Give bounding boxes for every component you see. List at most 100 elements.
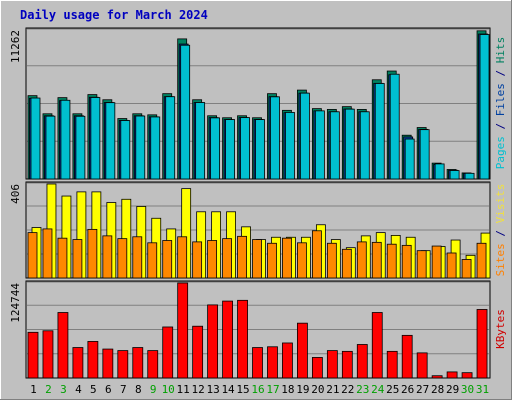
- bar-kbytes-day-5: [87, 341, 99, 379]
- series-label-kbytes: KBytes: [494, 309, 507, 349]
- bar-sites-day-12: [192, 241, 203, 279]
- bar-sites-day-28: [431, 245, 442, 279]
- bar-sites-day-11: [177, 236, 188, 279]
- bar-kbytes-day-17: [267, 346, 278, 379]
- bar-sites-day-19: [297, 242, 307, 279]
- bar-sites-day-16: [252, 239, 262, 279]
- panel-kbytes: 124744 KBytes: [9, 280, 507, 379]
- x-tick-label-day: 22: [341, 383, 354, 396]
- bar-pages-day-28: [434, 163, 445, 180]
- bar-kbytes-day-6: [102, 348, 114, 379]
- bars-kbytes: [27, 282, 488, 379]
- bars-hits: [27, 30, 490, 180]
- bar-kbytes-day-22: [341, 350, 353, 379]
- bar-kbytes-day-28: [431, 375, 443, 379]
- bar-sites-day-14: [222, 238, 232, 279]
- bar-kbytes-day-23: [356, 344, 368, 379]
- bar-sites-day-6: [102, 235, 113, 279]
- bar-pages-day-10: [165, 96, 176, 180]
- bar-kbytes-day-21: [326, 350, 338, 379]
- bar-pages-day-19: [300, 92, 310, 180]
- bars-visits: [27, 183, 491, 279]
- series-label-part: Visits: [494, 184, 507, 224]
- x-tick-label-day: 11: [177, 383, 190, 396]
- bar-kbytes-day-18: [282, 342, 293, 379]
- bar-pages-day-26: [404, 138, 415, 180]
- bar-pages-day-1: [30, 97, 41, 180]
- bar-kbytes-day-26: [401, 334, 413, 379]
- y-max-label-hits: 11262: [9, 30, 22, 63]
- bar-kbytes-day-25: [386, 350, 398, 379]
- bar-kbytes-day-15: [237, 299, 248, 379]
- bar-pages-day-8: [135, 115, 146, 180]
- bar-pages-day-25: [389, 73, 400, 180]
- bar-sites-day-25: [386, 243, 397, 279]
- x-tick-label-day: 6: [105, 383, 112, 396]
- x-tick-label-day: 5: [90, 383, 97, 396]
- x-tick-label-day: 16: [251, 383, 264, 396]
- bar-sites-day-13: [207, 240, 218, 279]
- x-tick-label-day: 9: [150, 383, 157, 396]
- x-tick-label-day: 28: [431, 383, 444, 396]
- x-tick-label-day: 29: [446, 383, 459, 396]
- x-tick-label-day: 19: [296, 383, 309, 396]
- bar-pages-day-21: [329, 111, 340, 180]
- x-tick-label-day: 14: [221, 383, 235, 396]
- bar-sites-day-22: [341, 248, 352, 279]
- bar-sites-day-2: [42, 228, 53, 279]
- bar-pages-day-18: [285, 112, 295, 180]
- bar-sites-day-24: [371, 241, 382, 279]
- bar-kbytes-day-19: [297, 322, 308, 379]
- y-max-label-kbytes: 124744: [9, 283, 22, 323]
- bar-pages-day-4: [75, 115, 86, 180]
- x-tick-label-day: 30: [461, 383, 474, 396]
- x-tick-label-day: 20: [311, 383, 324, 396]
- bar-kbytes-day-20: [311, 357, 323, 379]
- bar-kbytes-day-3: [57, 312, 69, 379]
- bar-sites-day-7: [117, 238, 128, 279]
- bar-pages-day-20: [314, 110, 325, 180]
- bar-kbytes-day-2: [42, 330, 54, 379]
- chart-title: Daily usage for March 2024: [20, 8, 208, 22]
- bar-sites-day-3: [57, 237, 68, 279]
- x-tick-label-day: 8: [135, 383, 142, 396]
- series-label-part: KBytes: [494, 309, 507, 349]
- bar-pages-day-27: [419, 129, 430, 180]
- x-tick-label-day: 7: [120, 383, 127, 396]
- bar-pages-day-13: [210, 117, 221, 180]
- x-tick-label-day: 17: [266, 383, 279, 396]
- series-label-part: /: [494, 63, 507, 83]
- panel-hits: 11262 Pages / Files / Hits: [9, 27, 507, 180]
- bar-kbytes-day-13: [207, 304, 219, 379]
- y-max-label-visits: 406: [9, 184, 22, 204]
- x-tick-label-day: 26: [401, 383, 414, 396]
- x-tick-label-day: 4: [75, 383, 82, 396]
- bar-sites-day-1: [27, 232, 38, 279]
- bar-pages-day-15: [240, 117, 250, 180]
- bar-sites-day-21: [326, 242, 337, 279]
- bar-sites-day-8: [132, 236, 143, 279]
- bar-kbytes-day-29: [446, 371, 458, 379]
- bar-sites-day-29: [446, 252, 457, 279]
- bar-kbytes-day-4: [72, 347, 84, 379]
- x-tick-label-day: 27: [416, 383, 429, 396]
- x-tick-label-day: 31: [476, 383, 489, 396]
- bar-pages-day-16: [255, 119, 265, 180]
- x-tick-label-day: 21: [326, 383, 339, 396]
- x-tick-label-day: 25: [386, 383, 399, 396]
- x-axis-day-labels: 1 2 3 4 5 6 7 8 9 10 11 12 13 14 15 16 17 18 19 20 21 22 23 24 2…: [30, 383, 489, 396]
- bar-sites-day-15: [237, 235, 247, 279]
- x-tick-label-day: 13: [206, 383, 219, 396]
- bar-pages-day-29: [449, 170, 460, 180]
- bar-kbytes-day-16: [252, 347, 263, 379]
- bar-sites-day-10: [162, 240, 173, 279]
- bar-kbytes-day-9: [147, 350, 159, 379]
- bar-kbytes-day-24: [371, 312, 383, 379]
- bar-pages-day-31: [479, 34, 490, 180]
- bar-pages-day-11: [180, 44, 191, 180]
- panel-visits: 406 Sites / Visits: [9, 181, 507, 279]
- bar-pages-day-14: [225, 119, 235, 180]
- bar-kbytes-day-31: [476, 309, 488, 379]
- x-tick-label-day: 2: [45, 383, 52, 396]
- bar-pages-day-7: [120, 120, 131, 180]
